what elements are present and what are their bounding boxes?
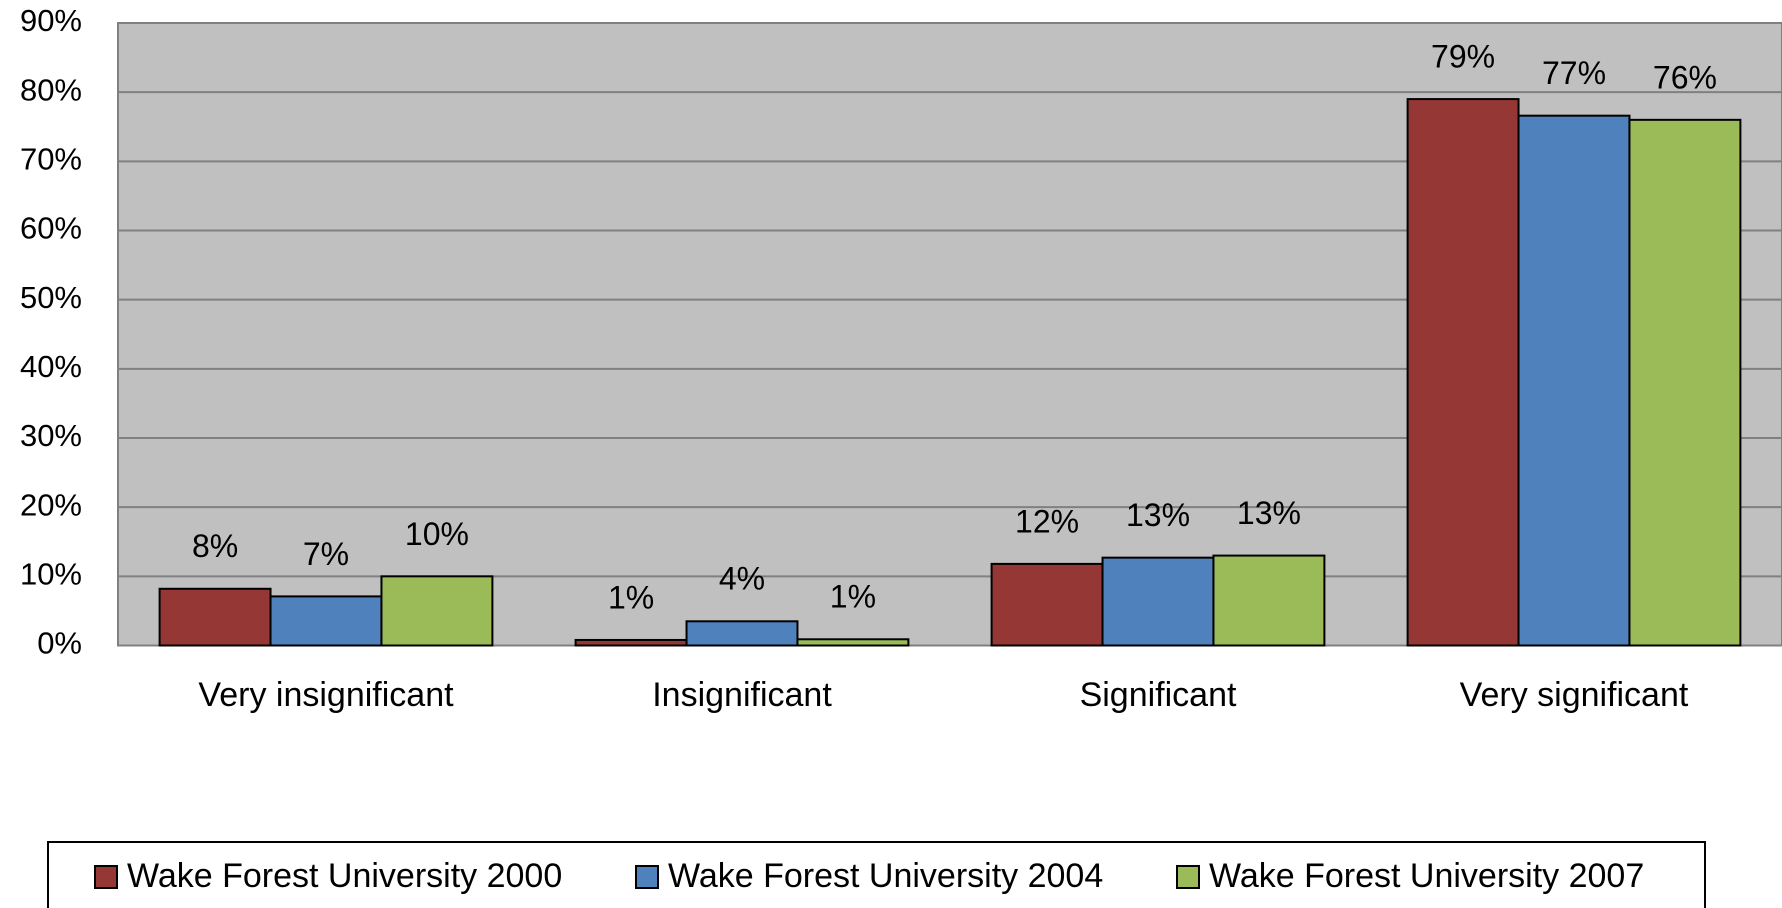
bar [1406,98,1520,647]
data-label: 12% [1015,503,1079,539]
bar [990,562,1104,647]
data-label: 1% [608,579,654,615]
legend-box [47,841,1706,908]
y-tick-label: 80% [20,72,82,107]
y-tick-label: 60% [20,211,82,246]
y-tick-label: 40% [20,349,82,384]
bar [1101,556,1215,647]
bar [574,638,688,647]
y-tick-label: 90% [20,3,82,38]
bar [796,638,910,647]
y-tick-label: 50% [20,280,82,315]
legend-label: Wake Forest University 2004 [668,857,1103,895]
data-label: 7% [303,536,349,572]
legend-swatch [1176,865,1200,889]
data-label: 13% [1126,497,1190,533]
bar [1628,118,1742,647]
data-label: 10% [405,516,469,552]
data-label: 1% [830,579,876,615]
legend-label: Wake Forest University 2007 [1209,857,1644,895]
x-tick-label: Significant [1080,676,1237,714]
legend-swatch [94,865,118,889]
bar [1517,114,1631,647]
bar [269,595,383,647]
y-tick-label: 30% [20,418,82,453]
bar [1212,554,1326,647]
data-label: 13% [1237,495,1301,531]
x-tick-label: Insignificant [652,676,832,714]
y-tick-label: 10% [20,557,82,592]
x-tick-label: Very insignificant [198,676,454,714]
bar [158,587,272,647]
data-label: 4% [719,561,765,597]
y-tick-label: 20% [20,487,82,522]
bar [380,575,494,647]
legend-swatch [635,865,659,889]
data-label: 79% [1431,39,1495,75]
bar [685,620,799,647]
data-label: 76% [1653,59,1717,95]
legend-label: Wake Forest University 2000 [127,857,562,895]
y-tick-label: 0% [37,626,82,661]
y-tick-label: 70% [20,142,82,177]
data-label: 77% [1542,55,1606,91]
data-label: 8% [192,528,238,564]
x-tick-label: Very significant [1460,676,1689,714]
